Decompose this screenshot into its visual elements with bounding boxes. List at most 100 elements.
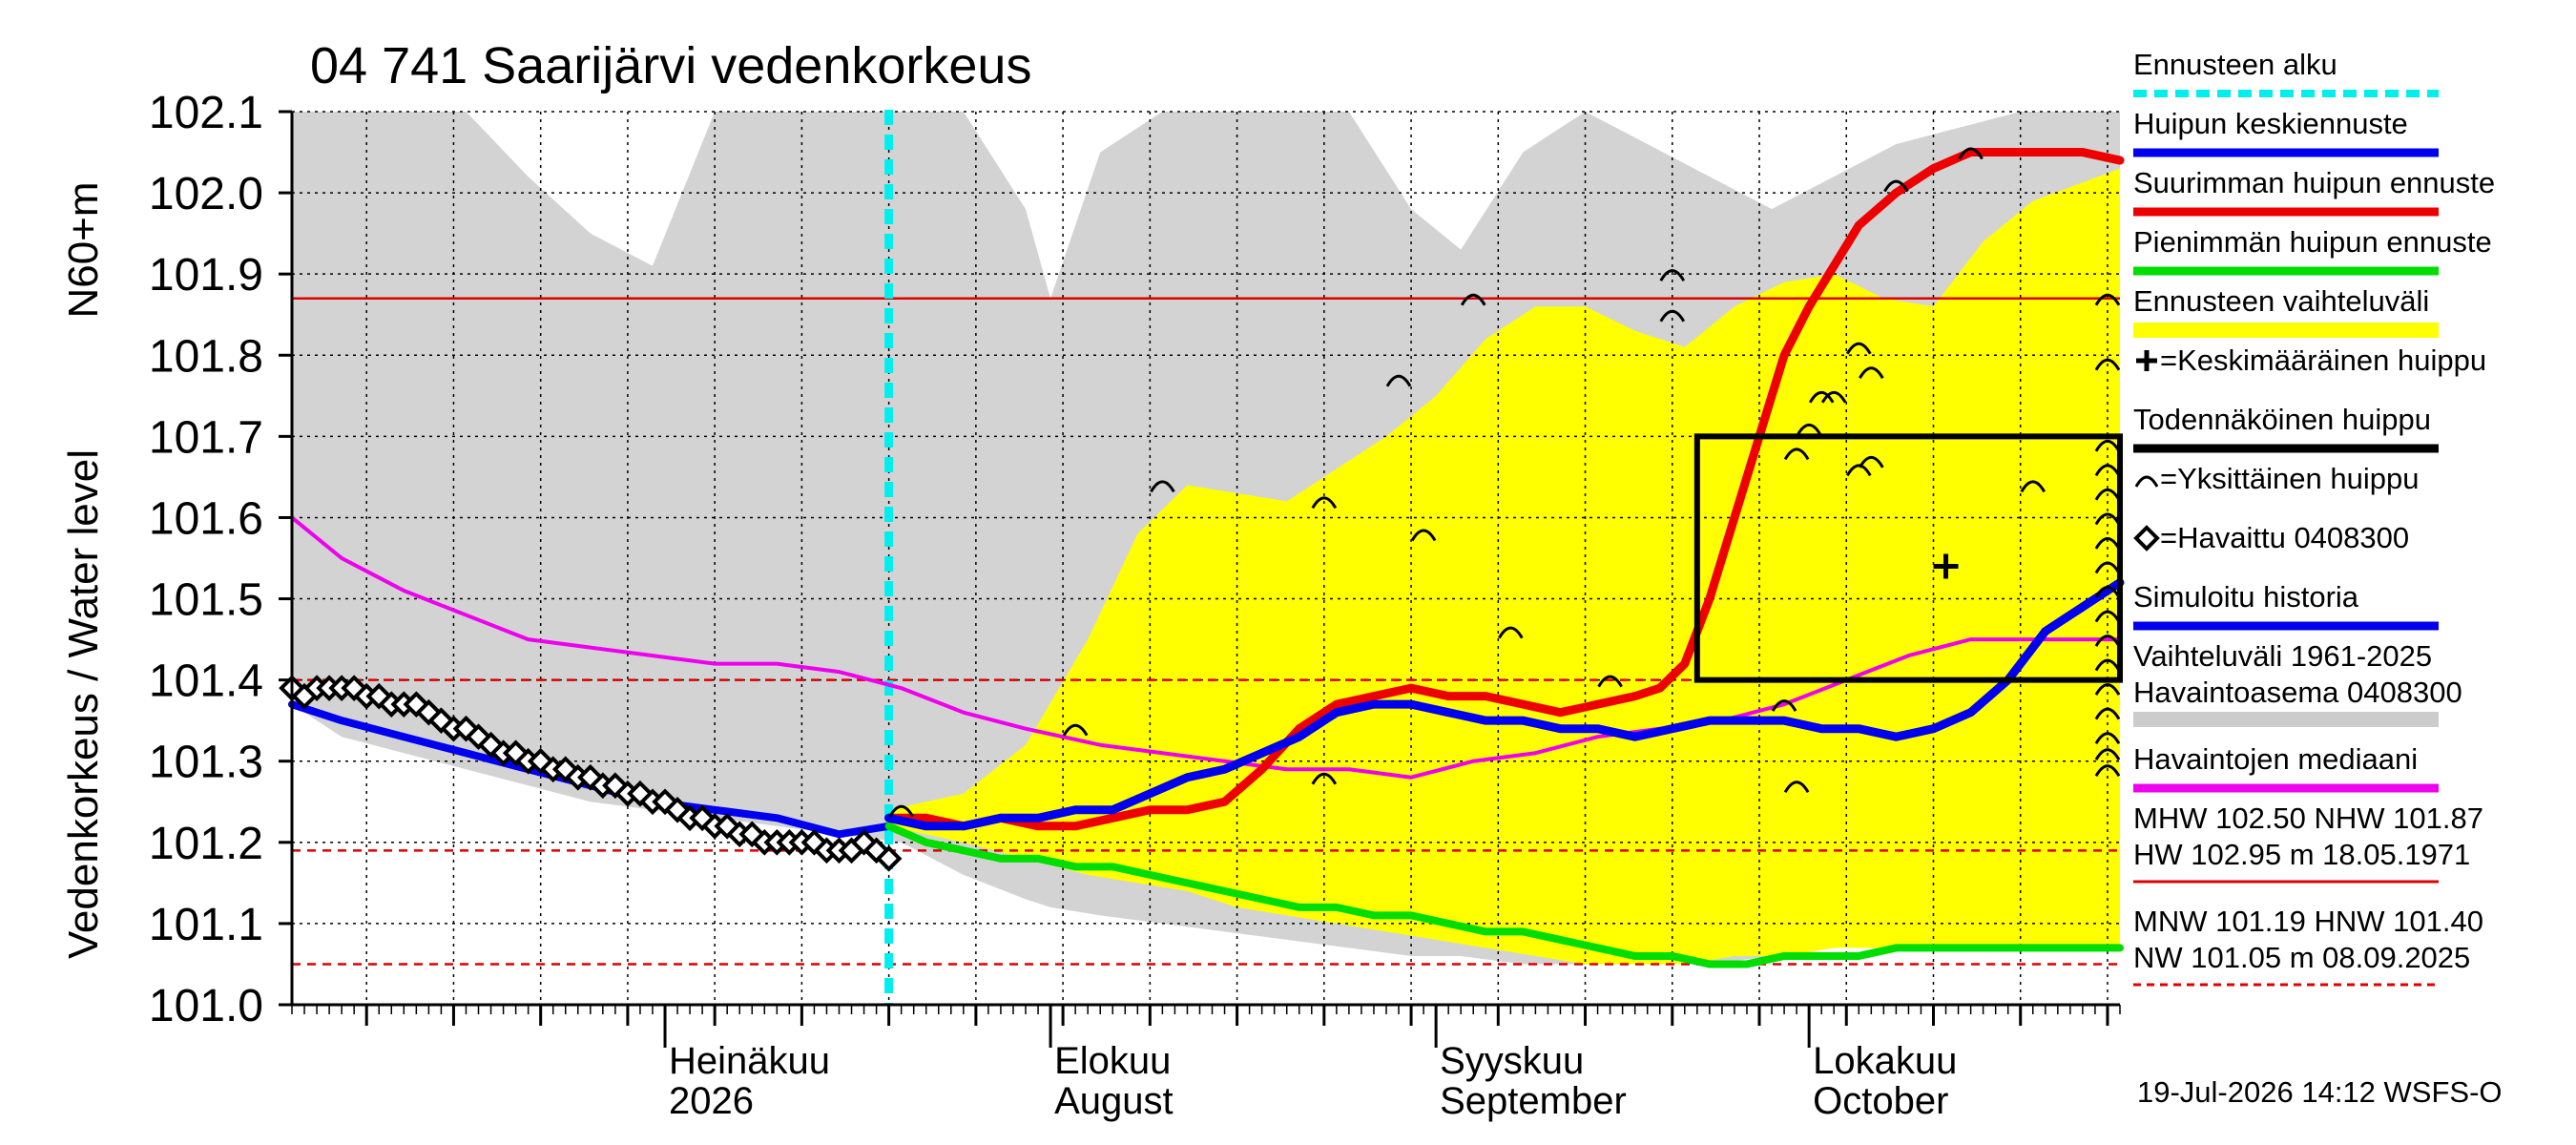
y-tick-label: 101.4: [149, 656, 263, 707]
single-peak-marker: [2094, 764, 2121, 778]
y-tick-label: 101.5: [149, 575, 263, 626]
legend-huipun-keskiennuste-label: Huipun keskiennuste: [2133, 107, 2408, 140]
single-peak-marker: [1859, 455, 1884, 468]
legend-ennusteen-alku-label: Ennusteen alku: [2133, 48, 2337, 81]
legend-keskim-r-inen-huippu-symbol: [2136, 350, 2157, 371]
single-peak-marker: [2094, 293, 2121, 306]
single-peak-marker: [1820, 390, 1847, 404]
single-peak-marker: [2094, 488, 2121, 501]
x-month-sublabel: September: [1440, 1080, 1627, 1122]
mean-peak-marker: [1933, 553, 1959, 579]
single-peak-marker: [2094, 537, 2121, 550]
single-peak-marker: [2094, 732, 2121, 744]
single-peak-marker: [2094, 358, 2121, 371]
legend-mnw-101-19-hnw-101-40-label: MNW 101.19 HNW 101.40: [2133, 905, 2483, 938]
single-peak-marker: [2094, 464, 2121, 477]
y-tick-label: 101.9: [149, 250, 263, 301]
legend-vaihteluv-li-1961-2025-label: Vaihteluväli 1961-2025: [2133, 639, 2432, 673]
x-month-sublabel: October: [1813, 1080, 1948, 1122]
single-peak-marker: [1150, 480, 1175, 493]
series-havaintojen-mediaani: [290, 515, 2122, 780]
single-peak-marker: [2094, 658, 2121, 672]
single-peak-marker: [2020, 480, 2046, 493]
single-peak-marker: [1958, 147, 1984, 160]
single-peak-marker: [1845, 464, 1872, 477]
single-peak-marker: [1659, 269, 1686, 281]
y-tick-label: 101.8: [149, 331, 263, 382]
single-peak-marker: [2094, 439, 2121, 452]
single-peak-marker: [1783, 781, 1810, 794]
single-peak-marker: [2094, 561, 2121, 574]
y-tick-label: 101.7: [149, 412, 263, 463]
y-axis-unit-label: N60+m: [60, 181, 107, 318]
single-peak-marker: [2094, 635, 2121, 647]
legend-mhw-102-50-nhw-101-87-label: MHW 102.50 NHW 101.87: [2133, 802, 2483, 835]
legend-suurimman-huipun-ennuste-label: Suurimman huipun ennuste: [2133, 166, 2495, 199]
single-peak-marker: [1062, 723, 1089, 737]
y-tick-label: 101.2: [149, 819, 263, 869]
legend-simuloitu-historia-label: Simuloitu historia: [2133, 580, 2359, 614]
series-huipun-keskiennuste: [884, 578, 2125, 831]
x-month-label: Elokuu: [1054, 1040, 1171, 1082]
single-peak-marker: [1410, 529, 1437, 542]
single-peak-marker: [1385, 374, 1412, 387]
single-peak-marker: [1659, 309, 1686, 323]
single-peak-marker: [1859, 366, 1884, 380]
x-month-label: Heinäkuu: [669, 1040, 830, 1082]
legend-havaittu-0408300-symbol: [2133, 525, 2160, 552]
markers: [279, 147, 2123, 872]
single-peak-marker: [1796, 423, 1822, 436]
single-peak-marker: [1783, 448, 1810, 461]
single-peak-marker: [2094, 707, 2121, 720]
legend-vaihteluv-li-1961-2025-swatch: [2133, 712, 2439, 727]
single-peak-marker: [1311, 496, 1338, 510]
single-peak-marker: [2094, 610, 2121, 623]
y-axis-label: Vedenkorkeus / Water level: [60, 449, 107, 959]
axes: 101.0 101.1 101.2 101.3 101.4 101.5 101.6 101.7…: [149, 88, 2121, 1122]
x-month-label: Syyskuu: [1440, 1040, 1584, 1082]
single-peak-marker: [1845, 342, 1872, 355]
single-peak-marker: [2094, 512, 2121, 526]
legend-mhw-102-50-nhw-101-87-label-2: HW 102.95 m 18.05.1971: [2133, 838, 2470, 871]
y-tick-label: 101.3: [149, 738, 263, 788]
single-peak-marker: [2094, 748, 2121, 760]
x-month-sublabel: August: [1054, 1080, 1174, 1122]
single-peak-marker: [1597, 675, 1623, 688]
y-tick-label: 101.6: [149, 493, 263, 544]
single-peak-marker: [888, 804, 914, 818]
legend-yksitt-inen-huippu-label: =Yksittäinen huippu: [2160, 462, 2419, 495]
legend: Ennusteen alku Huipun keskiennuste Suurimm…: [2133, 48, 2495, 987]
legend-pienimm-n-huipun-ennuste-label: Pienimmän huipun ennuste: [2133, 225, 2492, 259]
x-month-label: Lokakuu: [1813, 1040, 1957, 1082]
single-peak-marker: [1460, 293, 1486, 306]
x-month-sublabel: 2026: [669, 1080, 754, 1122]
forecast-range-band: [888, 168, 2121, 965]
legend-yksitt-inen-huippu-symbol: [2134, 475, 2159, 488]
observed-point: [875, 845, 903, 872]
series-suurimman-huipun-ennuste: [884, 148, 2125, 831]
chart-title: 04 741 Saarijärvi vedenkorkeus: [310, 37, 1031, 94]
footer-timestamp: 19-Jul-2026 14:12 WSFS-O: [2137, 1075, 2503, 1109]
series-pienimm-n-huipun-ennuste: [884, 822, 2124, 968]
probable-peak-box: [1693, 433, 2123, 683]
legend-vaihteluv-li-1961-2025-label-2: Havaintoasema 0408300: [2133, 676, 2462, 709]
legend-havaittu-0408300-label: =Havaittu 0408300: [2160, 521, 2409, 554]
single-peak-marker: [2094, 586, 2121, 598]
single-peak-marker: [1771, 699, 1797, 712]
single-peak-marker: [2094, 683, 2121, 696]
legend-todenn-k-inen-huippu-label: Todennäköinen huippu: [2133, 403, 2431, 436]
single-peak-marker: [1808, 390, 1835, 404]
forecast-band-area: [888, 168, 2121, 965]
single-peak-marker: [1311, 772, 1338, 785]
legend-mnw-101-19-hnw-101-40-label-2: NW 101.05 m 08.09.2025: [2133, 941, 2470, 974]
legend-ennusteen-vaihteluv-li-swatch: [2133, 323, 2439, 338]
single-peak-marker: [1883, 179, 1909, 193]
legend-havaintojen-mediaani-label: Havaintojen mediaani: [2133, 742, 2418, 776]
legend-ennusteen-vaihteluv-li-label: Ennusteen vaihteluväli: [2133, 284, 2429, 318]
y-tick-label: 101.0: [149, 981, 263, 1031]
y-tick-label: 102.0: [149, 169, 263, 219]
y-tick-label: 101.1: [149, 900, 263, 950]
series-lines: [288, 148, 2125, 968]
y-tick-label: 102.1: [149, 88, 263, 138]
